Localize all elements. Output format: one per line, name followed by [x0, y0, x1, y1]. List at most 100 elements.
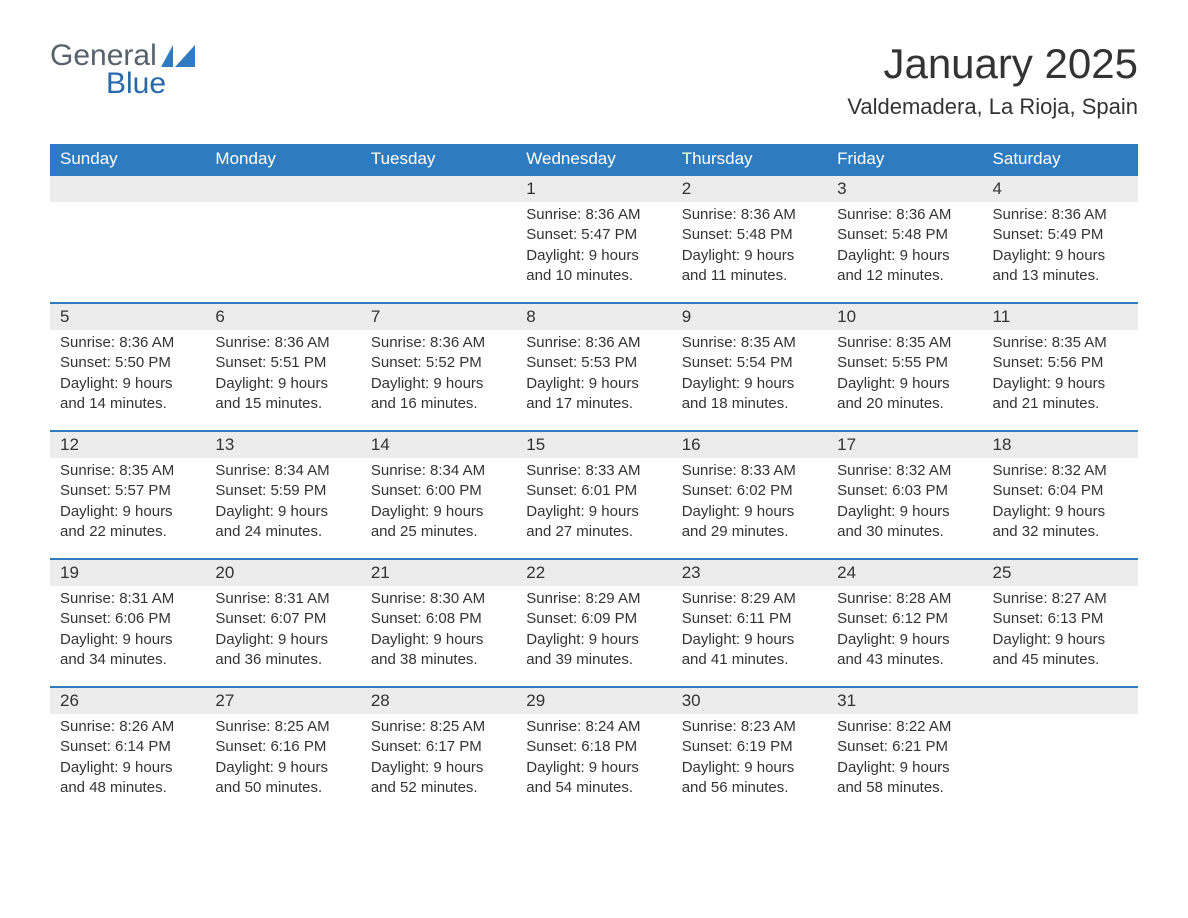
daylight-line: Daylight: 9 hours and 32 minutes. — [993, 502, 1128, 543]
sunset-line: Sunset: 6:12 PM — [837, 609, 972, 629]
daylight-line: Daylight: 9 hours and 50 minutes. — [215, 758, 350, 799]
logo-text-blue: Blue — [106, 68, 166, 100]
daylight-line: Daylight: 9 hours and 15 minutes. — [215, 374, 350, 415]
day-number: 20 — [205, 558, 360, 586]
day-details: Sunrise: 8:26 AMSunset: 6:14 PMDaylight:… — [50, 714, 205, 806]
day-details: Sunrise: 8:34 AMSunset: 6:00 PMDaylight:… — [361, 458, 516, 550]
sunset-line: Sunset: 6:00 PM — [371, 481, 506, 501]
sunset-line: Sunset: 5:47 PM — [526, 225, 661, 245]
day-details: Sunrise: 8:36 AMSunset: 5:48 PMDaylight:… — [672, 202, 827, 294]
day-details: Sunrise: 8:35 AMSunset: 5:55 PMDaylight:… — [827, 330, 982, 422]
logo-flag-icon — [161, 45, 195, 67]
sunset-line: Sunset: 6:07 PM — [215, 609, 350, 629]
sunset-line: Sunset: 6:01 PM — [526, 481, 661, 501]
daylight-line: Daylight: 9 hours and 17 minutes. — [526, 374, 661, 415]
sunset-line: Sunset: 5:49 PM — [993, 225, 1128, 245]
day-number: 12 — [50, 430, 205, 458]
daylight-line: Daylight: 9 hours and 18 minutes. — [682, 374, 817, 415]
day-number: 28 — [361, 686, 516, 714]
day-number: 9 — [672, 302, 827, 330]
day-details: Sunrise: 8:28 AMSunset: 6:12 PMDaylight:… — [827, 586, 982, 678]
day-details: Sunrise: 8:36 AMSunset: 5:47 PMDaylight:… — [516, 202, 671, 294]
calendar-cell: 26Sunrise: 8:26 AMSunset: 6:14 PMDayligh… — [50, 686, 205, 814]
daylight-line: Daylight: 9 hours and 54 minutes. — [526, 758, 661, 799]
calendar-cell: 18Sunrise: 8:32 AMSunset: 6:04 PMDayligh… — [983, 430, 1138, 558]
daylight-line: Daylight: 9 hours and 24 minutes. — [215, 502, 350, 543]
day-details: Sunrise: 8:34 AMSunset: 5:59 PMDaylight:… — [205, 458, 360, 550]
day-details: Sunrise: 8:36 AMSunset: 5:51 PMDaylight:… — [205, 330, 360, 422]
calendar-cell: 17Sunrise: 8:32 AMSunset: 6:03 PMDayligh… — [827, 430, 982, 558]
day-number: 30 — [672, 686, 827, 714]
calendar-cell: 16Sunrise: 8:33 AMSunset: 6:02 PMDayligh… — [672, 430, 827, 558]
day-details: Sunrise: 8:35 AMSunset: 5:57 PMDaylight:… — [50, 458, 205, 550]
calendar-table: SundayMondayTuesdayWednesdayThursdayFrid… — [50, 144, 1138, 814]
day-number: 14 — [361, 430, 516, 458]
daylight-line: Daylight: 9 hours and 21 minutes. — [993, 374, 1128, 415]
daylight-line: Daylight: 9 hours and 52 minutes. — [371, 758, 506, 799]
sunrise-line: Sunrise: 8:25 AM — [371, 717, 506, 737]
calendar-cell: 14Sunrise: 8:34 AMSunset: 6:00 PMDayligh… — [361, 430, 516, 558]
daylight-line: Daylight: 9 hours and 45 minutes. — [993, 630, 1128, 671]
header-row: SundayMondayTuesdayWednesdayThursdayFrid… — [50, 144, 1138, 174]
day-number-bar-empty — [361, 174, 516, 202]
calendar-cell — [50, 174, 205, 302]
daylight-line: Daylight: 9 hours and 20 minutes. — [837, 374, 972, 415]
day-details: Sunrise: 8:30 AMSunset: 6:08 PMDaylight:… — [361, 586, 516, 678]
day-number: 19 — [50, 558, 205, 586]
calendar-cell: 20Sunrise: 8:31 AMSunset: 6:07 PMDayligh… — [205, 558, 360, 686]
sunset-line: Sunset: 6:19 PM — [682, 737, 817, 757]
calendar-cell: 13Sunrise: 8:34 AMSunset: 5:59 PMDayligh… — [205, 430, 360, 558]
location: Valdemadera, La Rioja, Spain — [847, 94, 1138, 120]
calendar-week: 12Sunrise: 8:35 AMSunset: 5:57 PMDayligh… — [50, 430, 1138, 558]
daylight-line: Daylight: 9 hours and 29 minutes. — [682, 502, 817, 543]
day-details: Sunrise: 8:33 AMSunset: 6:01 PMDaylight:… — [516, 458, 671, 550]
day-details: Sunrise: 8:31 AMSunset: 6:07 PMDaylight:… — [205, 586, 360, 678]
sunrise-line: Sunrise: 8:31 AM — [215, 589, 350, 609]
day-details: Sunrise: 8:23 AMSunset: 6:19 PMDaylight:… — [672, 714, 827, 806]
day-number: 2 — [672, 174, 827, 202]
calendar-cell: 23Sunrise: 8:29 AMSunset: 6:11 PMDayligh… — [672, 558, 827, 686]
sunset-line: Sunset: 5:50 PM — [60, 353, 195, 373]
day-number: 18 — [983, 430, 1138, 458]
day-number: 31 — [827, 686, 982, 714]
sunrise-line: Sunrise: 8:36 AM — [526, 205, 661, 225]
day-details: Sunrise: 8:29 AMSunset: 6:11 PMDaylight:… — [672, 586, 827, 678]
daylight-line: Daylight: 9 hours and 43 minutes. — [837, 630, 972, 671]
sunrise-line: Sunrise: 8:33 AM — [526, 461, 661, 481]
day-details: Sunrise: 8:35 AMSunset: 5:56 PMDaylight:… — [983, 330, 1138, 422]
sunset-line: Sunset: 6:02 PM — [682, 481, 817, 501]
calendar-week: 19Sunrise: 8:31 AMSunset: 6:06 PMDayligh… — [50, 558, 1138, 686]
sunrise-line: Sunrise: 8:36 AM — [682, 205, 817, 225]
calendar-week: 1Sunrise: 8:36 AMSunset: 5:47 PMDaylight… — [50, 174, 1138, 302]
calendar-cell: 6Sunrise: 8:36 AMSunset: 5:51 PMDaylight… — [205, 302, 360, 430]
sunrise-line: Sunrise: 8:35 AM — [682, 333, 817, 353]
sunset-line: Sunset: 5:59 PM — [215, 481, 350, 501]
calendar-cell: 19Sunrise: 8:31 AMSunset: 6:06 PMDayligh… — [50, 558, 205, 686]
day-number: 16 — [672, 430, 827, 458]
calendar-cell: 15Sunrise: 8:33 AMSunset: 6:01 PMDayligh… — [516, 430, 671, 558]
calendar-cell: 2Sunrise: 8:36 AMSunset: 5:48 PMDaylight… — [672, 174, 827, 302]
calendar-cell: 22Sunrise: 8:29 AMSunset: 6:09 PMDayligh… — [516, 558, 671, 686]
calendar-cell: 30Sunrise: 8:23 AMSunset: 6:19 PMDayligh… — [672, 686, 827, 814]
sunset-line: Sunset: 6:04 PM — [993, 481, 1128, 501]
sunrise-line: Sunrise: 8:26 AM — [60, 717, 195, 737]
sunrise-line: Sunrise: 8:29 AM — [526, 589, 661, 609]
day-details: Sunrise: 8:35 AMSunset: 5:54 PMDaylight:… — [672, 330, 827, 422]
sunset-line: Sunset: 5:48 PM — [682, 225, 817, 245]
calendar-cell: 4Sunrise: 8:36 AMSunset: 5:49 PMDaylight… — [983, 174, 1138, 302]
day-details: Sunrise: 8:22 AMSunset: 6:21 PMDaylight:… — [827, 714, 982, 806]
calendar-cell: 9Sunrise: 8:35 AMSunset: 5:54 PMDaylight… — [672, 302, 827, 430]
calendar-cell: 7Sunrise: 8:36 AMSunset: 5:52 PMDaylight… — [361, 302, 516, 430]
daylight-line: Daylight: 9 hours and 39 minutes. — [526, 630, 661, 671]
day-number-bar-empty — [50, 174, 205, 202]
sunrise-line: Sunrise: 8:36 AM — [215, 333, 350, 353]
sunrise-line: Sunrise: 8:24 AM — [526, 717, 661, 737]
day-number: 8 — [516, 302, 671, 330]
sunrise-line: Sunrise: 8:23 AM — [682, 717, 817, 737]
sunset-line: Sunset: 6:08 PM — [371, 609, 506, 629]
sunrise-line: Sunrise: 8:28 AM — [837, 589, 972, 609]
column-header: Monday — [205, 144, 360, 174]
day-number: 13 — [205, 430, 360, 458]
calendar-cell — [983, 686, 1138, 814]
calendar-cell: 29Sunrise: 8:24 AMSunset: 6:18 PMDayligh… — [516, 686, 671, 814]
